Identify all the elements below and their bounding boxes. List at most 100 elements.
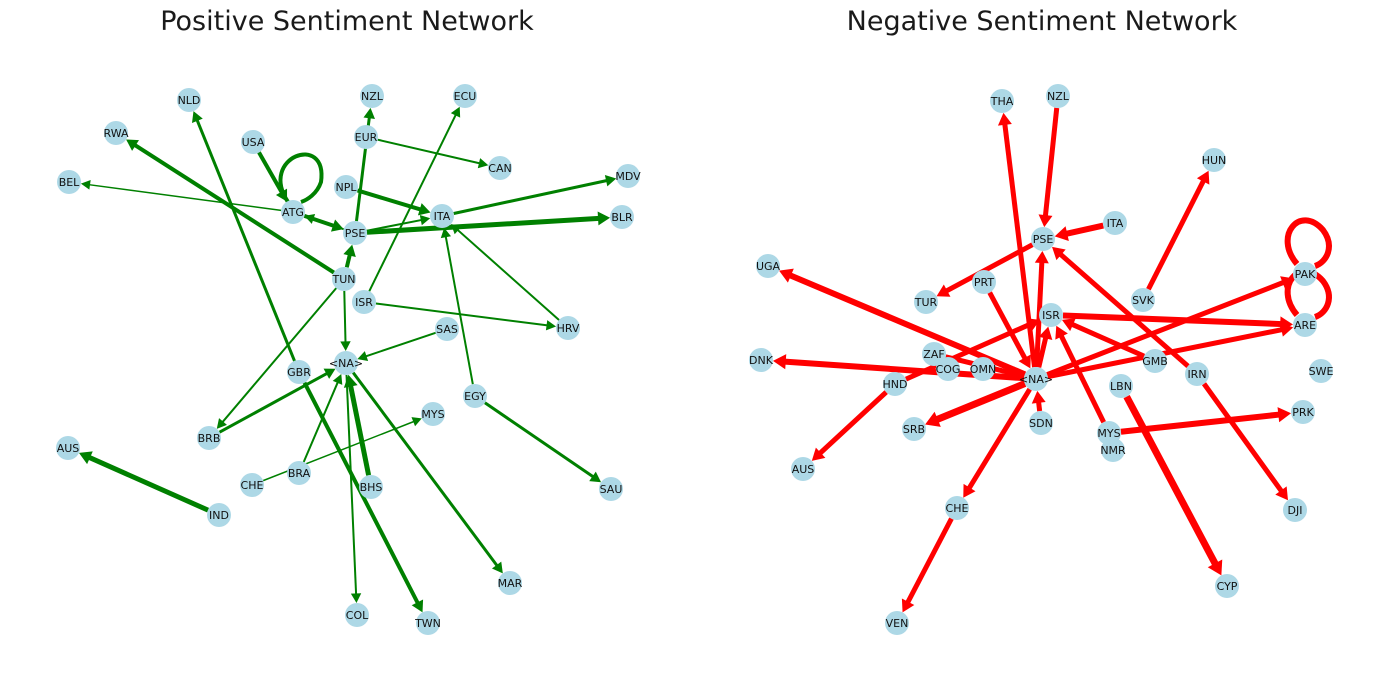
node-label: THA bbox=[990, 95, 1014, 108]
node-cog: COG bbox=[936, 357, 960, 381]
arrowhead bbox=[477, 158, 489, 169]
node-circle bbox=[756, 254, 780, 278]
arrowhead bbox=[363, 107, 375, 119]
edge-BRB-to-<NA> bbox=[218, 368, 336, 434]
node-circle bbox=[488, 156, 512, 180]
node-circle bbox=[1309, 359, 1333, 383]
node-ita: ITA bbox=[1103, 211, 1127, 235]
node-label: LBN bbox=[1110, 380, 1132, 393]
node-lbn: LBN bbox=[1109, 374, 1133, 398]
node-ecu: ECU bbox=[453, 84, 477, 108]
node-label: MAR bbox=[498, 577, 523, 590]
node-na: <NA> bbox=[329, 351, 363, 375]
edge-SVK-to-HUN bbox=[1146, 170, 1210, 291]
node-circle bbox=[1039, 303, 1063, 327]
node-pse: PSE bbox=[1031, 227, 1055, 251]
node-label: ITA bbox=[434, 210, 451, 223]
node-label: ISR bbox=[355, 296, 373, 309]
node-circle bbox=[1215, 574, 1239, 598]
node-label: DJI bbox=[1288, 504, 1303, 517]
node-circle bbox=[1046, 84, 1070, 108]
edge-SAS-to-<NA> bbox=[357, 331, 436, 362]
node-label: TWN bbox=[414, 617, 441, 630]
node-label: UGA bbox=[756, 260, 781, 273]
self-loop-edge bbox=[1284, 268, 1332, 320]
arrowhead bbox=[357, 351, 369, 362]
node-circle bbox=[352, 290, 376, 314]
node-label: NPL bbox=[336, 181, 358, 194]
negative-network-title: Negative Sentiment Network bbox=[846, 6, 1238, 37]
arrowhead bbox=[411, 417, 422, 427]
node-col: COL bbox=[345, 603, 369, 627]
edge-PSE-to-ITA bbox=[366, 215, 431, 232]
arrowhead bbox=[126, 139, 139, 151]
node-label: PRK bbox=[1292, 406, 1314, 419]
node-circle bbox=[241, 130, 265, 154]
node-mys: MYS bbox=[421, 402, 445, 426]
node-circle bbox=[885, 611, 909, 635]
node-circle bbox=[332, 267, 356, 291]
node-circle bbox=[334, 351, 358, 375]
edge-ITA-to-MDV bbox=[453, 175, 617, 215]
node-ven: VEN bbox=[885, 611, 909, 635]
node-tun: TUN bbox=[332, 267, 356, 291]
node-label: NZL bbox=[361, 90, 384, 103]
arrowhead bbox=[419, 215, 431, 226]
node-label: <NA> bbox=[329, 357, 363, 370]
node-label: ZAF bbox=[923, 348, 944, 361]
node-circle bbox=[616, 164, 640, 188]
arrowhead bbox=[997, 112, 1012, 126]
arrowhead bbox=[1055, 325, 1068, 340]
node-label: TUN bbox=[332, 273, 356, 286]
node-circle bbox=[498, 571, 522, 595]
node-circle bbox=[1024, 367, 1048, 391]
node-label: OMN bbox=[970, 363, 996, 376]
node-circle bbox=[922, 342, 946, 366]
edge-HND-to-AUS bbox=[811, 390, 888, 461]
node-sas: SAS bbox=[435, 317, 459, 341]
node-label: PSE bbox=[1033, 233, 1054, 246]
arrowhead bbox=[343, 244, 356, 258]
arrowhead bbox=[936, 284, 951, 297]
node-label: USA bbox=[242, 136, 265, 149]
node-dnk: DNK bbox=[749, 348, 774, 372]
edge-NZL-to-PSE bbox=[1038, 107, 1060, 228]
node-circle bbox=[556, 316, 580, 340]
node-srb: SRB bbox=[902, 417, 926, 441]
node-circle bbox=[1143, 349, 1167, 373]
node-swe: SWE bbox=[1309, 359, 1333, 383]
arrowhead bbox=[1018, 354, 1031, 369]
node-circle bbox=[435, 317, 459, 341]
node-circle bbox=[610, 205, 634, 229]
node-label: ATG bbox=[282, 206, 304, 219]
node-circle bbox=[1185, 362, 1209, 386]
arrowhead bbox=[1275, 486, 1288, 501]
arrowhead bbox=[304, 214, 316, 224]
node-label: MYS bbox=[1097, 427, 1120, 440]
node-label: SRB bbox=[903, 423, 925, 436]
node-circle bbox=[453, 84, 477, 108]
arrowhead bbox=[1279, 316, 1294, 332]
node-mar: MAR bbox=[498, 571, 523, 595]
arrowhead bbox=[411, 599, 424, 613]
arrowhead bbox=[332, 374, 343, 385]
node-circle bbox=[1293, 262, 1317, 286]
arrowhead bbox=[604, 175, 617, 187]
node-circle bbox=[207, 503, 231, 527]
node-label: CAN bbox=[488, 162, 511, 175]
edge-EUR-to-CAN bbox=[377, 138, 489, 169]
node-circle bbox=[971, 357, 995, 381]
node-circle bbox=[1101, 438, 1125, 462]
node-circle bbox=[360, 84, 384, 108]
node-circle bbox=[287, 360, 311, 384]
node-circle bbox=[1202, 148, 1226, 172]
edge-TUN-to-PSE bbox=[343, 244, 356, 268]
node-circle bbox=[1103, 211, 1127, 235]
node-circle bbox=[1283, 498, 1307, 522]
node-che: CHE bbox=[240, 473, 264, 497]
edge-EGY-to-ITA bbox=[440, 227, 474, 385]
arrowhead bbox=[78, 451, 93, 465]
node-irn: IRN bbox=[1185, 362, 1209, 386]
node-circle bbox=[281, 200, 305, 224]
edge-GMB-to-ISR bbox=[1061, 318, 1146, 359]
